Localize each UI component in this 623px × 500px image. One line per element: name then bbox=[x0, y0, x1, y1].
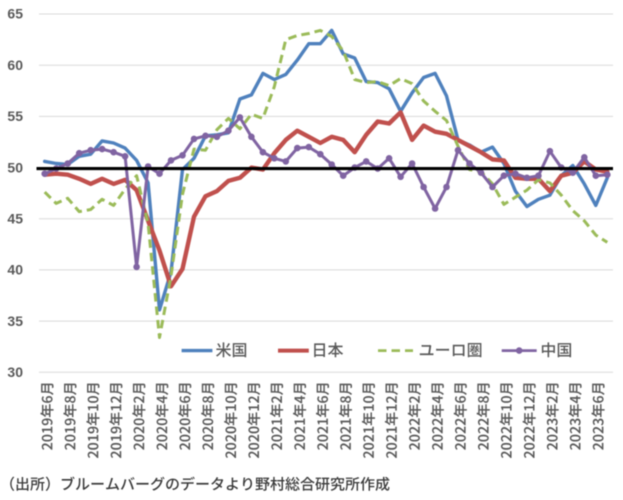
svg-text:50: 50 bbox=[7, 159, 23, 175]
svg-text:40: 40 bbox=[7, 262, 23, 278]
svg-text:60: 60 bbox=[7, 57, 23, 73]
svg-text:45: 45 bbox=[7, 210, 23, 226]
svg-text:35: 35 bbox=[7, 313, 23, 329]
svg-text:55: 55 bbox=[7, 108, 23, 124]
svg-text:65: 65 bbox=[7, 6, 23, 22]
svg-text:30: 30 bbox=[7, 364, 23, 380]
